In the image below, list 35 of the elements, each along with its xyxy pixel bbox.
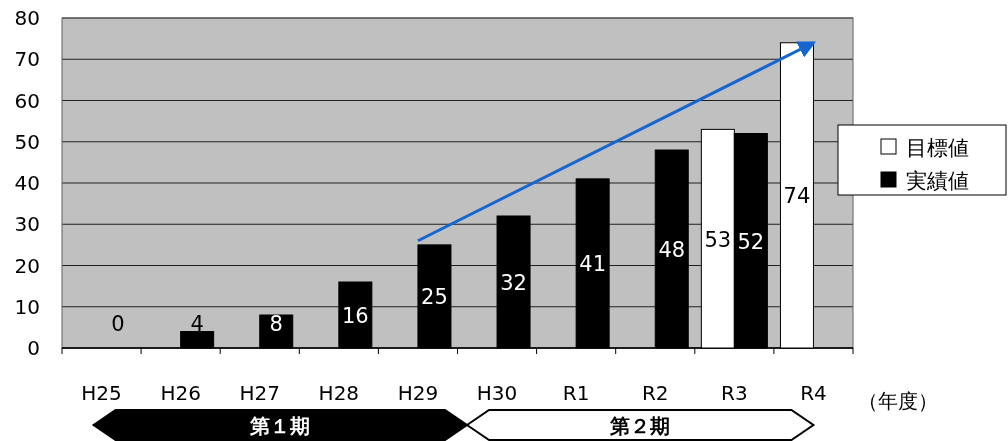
x-tick-label: H25 <box>81 381 122 405</box>
legend-label: 実績値 <box>906 169 969 193</box>
x-tick-label: R4 <box>800 381 827 405</box>
data-label: 8 <box>269 312 283 337</box>
x-tick-label: H29 <box>397 381 439 405</box>
data-label: 16 <box>341 304 369 328</box>
data-label: 0 <box>111 312 125 337</box>
y-tick-label: 60 <box>14 88 40 113</box>
x-tick-label: H30 <box>476 381 518 405</box>
x-tick-label: H26 <box>160 381 201 405</box>
x-tick-label: R3 <box>721 381 748 405</box>
data-label: 4 <box>190 312 204 337</box>
data-label: 53 <box>704 227 732 252</box>
y-tick-label: 10 <box>14 294 40 319</box>
y-tick-label: 0 <box>27 336 40 360</box>
legend-label: 目標値 <box>906 136 969 160</box>
x-tick-label: R2 <box>641 381 669 405</box>
y-tick-label: 40 <box>14 171 40 195</box>
x-tick-label: H28 <box>318 381 360 405</box>
y-tick-label: 70 <box>14 47 40 72</box>
text: 第１期 <box>249 414 311 438</box>
x-axis-title: （年度） <box>858 389 938 413</box>
x-tick-label: H27 <box>239 381 280 405</box>
data-label: 48 <box>658 238 686 262</box>
y-tick-label: 20 <box>14 253 40 278</box>
data-label: 41 <box>579 252 607 277</box>
data-label: 32 <box>500 271 527 295</box>
y-tick-label: 50 <box>14 129 40 154</box>
data-label: 25 <box>421 285 448 310</box>
y-tick-label: 30 <box>14 212 40 237</box>
x-tick-label: R1 <box>562 381 590 405</box>
y-tick-label: 80 <box>14 6 40 30</box>
data-label: 74 <box>783 184 811 209</box>
data-label: 52 <box>737 229 765 254</box>
text: 第２期 <box>609 414 671 438</box>
